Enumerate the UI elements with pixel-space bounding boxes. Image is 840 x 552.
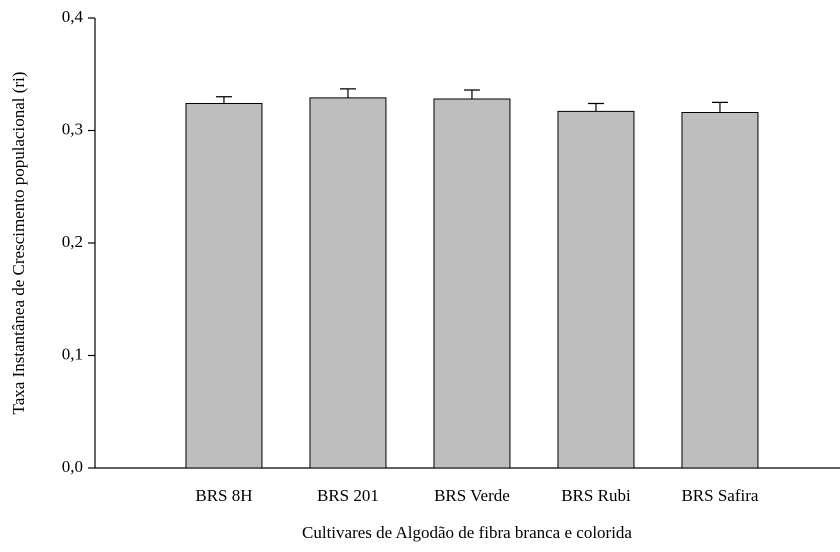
y-tick-label: 0,4 (62, 7, 84, 26)
bar (681, 112, 759, 469)
x-tick-label: BRS Verde (434, 486, 510, 505)
bar (433, 98, 511, 469)
x-tick-label: BRS 8H (195, 486, 252, 505)
y-axis-title: Taxa Instantânea de Crescimento populaci… (9, 72, 28, 415)
y-tick-label: 0,0 (62, 457, 83, 476)
x-axis-title: Cultivares de Algodão de fibra branca e … (302, 523, 632, 542)
y-tick-label: 0,3 (62, 119, 83, 138)
y-tick-label: 0,1 (62, 344, 83, 363)
bar (557, 110, 635, 469)
y-tick-label: 0,2 (62, 232, 83, 251)
bar (185, 103, 263, 469)
bar (309, 97, 387, 469)
x-tick-label: BRS 201 (317, 486, 379, 505)
x-tick-label: BRS Rubi (561, 486, 631, 505)
x-tick-label: BRS Safira (681, 486, 758, 505)
